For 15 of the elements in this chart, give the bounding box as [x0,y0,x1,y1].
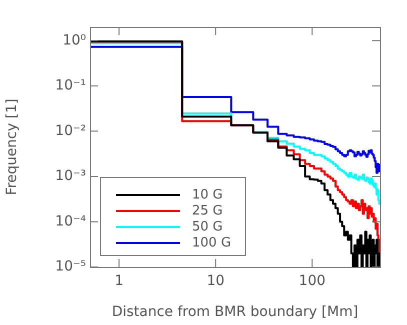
x-tick-label: 100 [298,273,326,290]
y-axis-title: Frequency [1] [4,98,20,196]
legend-label: 50 G [192,219,223,234]
x-tick-label: 1 [114,273,124,290]
y-tick-label: 10⁻³ [55,168,86,184]
legend-label: 25 G [192,203,223,218]
legend-label: 100 G [192,235,232,250]
y-tick-label: 10⁻¹ [55,78,86,94]
y-tick-label: 10⁻² [55,122,86,139]
legend-label: 10 G [192,187,223,202]
y-tick-label: 10⁰ [62,32,86,48]
x-tick-label: 10 [206,273,225,290]
y-tick-label: 10⁻⁵ [55,258,86,275]
y-tick-label: 10⁻⁴ [55,213,86,230]
x-axis-title: Distance from BMR boundary [Mm] [112,304,358,320]
